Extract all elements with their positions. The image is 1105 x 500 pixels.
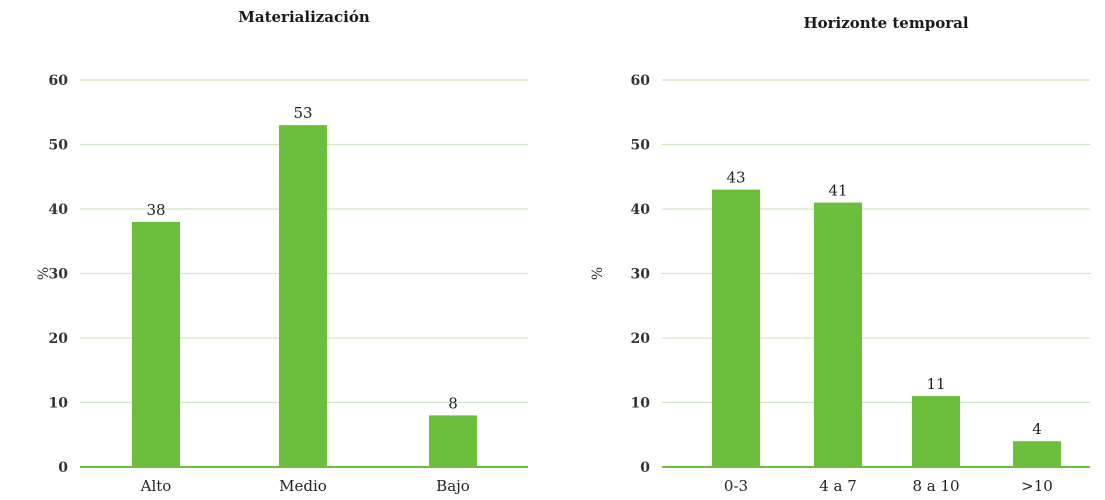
bar-alto bbox=[132, 221, 180, 467]
x-category-label: 4 a 7 bbox=[819, 477, 857, 495]
y-tick-label: 20 bbox=[49, 331, 69, 347]
chart-horizonte-temporal: Horizonte temporal% 0 10 20 30 40 50 60 43 0-3 41 4… bbox=[590, 14, 1090, 495]
y-tick-label: 40 bbox=[49, 202, 69, 218]
data-label: 53 bbox=[293, 104, 312, 122]
bar--10 bbox=[1013, 441, 1061, 467]
x-category-label: Medio bbox=[279, 477, 327, 495]
chart-title: Horizonte temporal bbox=[803, 14, 968, 32]
x-category-label: 0-3 bbox=[724, 477, 748, 495]
y-tick-label: 50 bbox=[49, 138, 69, 154]
y-tick-label: 0 bbox=[58, 460, 68, 476]
y-tick-label: 50 bbox=[631, 138, 651, 154]
y-tick-label: 60 bbox=[631, 73, 651, 89]
y-axis-label: % bbox=[590, 267, 606, 280]
data-label: 41 bbox=[828, 182, 847, 200]
bar-medio bbox=[279, 125, 327, 468]
y-tick-label: 30 bbox=[631, 267, 651, 283]
data-label: 43 bbox=[726, 169, 745, 187]
y-axis-label: % bbox=[36, 267, 52, 280]
data-label: 8 bbox=[448, 394, 458, 412]
y-tick-label: 30 bbox=[49, 267, 69, 283]
y-tick-label: 10 bbox=[49, 396, 69, 412]
bar-4-a-7 bbox=[814, 202, 862, 468]
y-tick-label: 60 bbox=[49, 73, 69, 89]
data-label: 11 bbox=[926, 375, 945, 393]
x-category-label: Bajo bbox=[436, 477, 470, 495]
data-label: 4 bbox=[1032, 420, 1042, 438]
x-category-label: >10 bbox=[1021, 477, 1053, 495]
y-tick-label: 0 bbox=[640, 460, 650, 476]
x-category-label: Alto bbox=[140, 477, 172, 495]
data-label: 38 bbox=[146, 201, 165, 219]
bar-0-3 bbox=[712, 189, 760, 467]
y-tick-label: 40 bbox=[631, 202, 651, 218]
x-category-label: 8 a 10 bbox=[912, 477, 959, 495]
y-tick-label: 20 bbox=[631, 331, 651, 347]
bar-8-a-10 bbox=[912, 396, 960, 467]
chart-title: Materialización bbox=[238, 8, 370, 26]
bar-bajo bbox=[429, 415, 477, 467]
y-tick-label: 10 bbox=[631, 396, 651, 412]
chart-materializacion: Materialización% 0 10 20 30 40 50 60 38 Alto 53 Med… bbox=[36, 8, 528, 495]
